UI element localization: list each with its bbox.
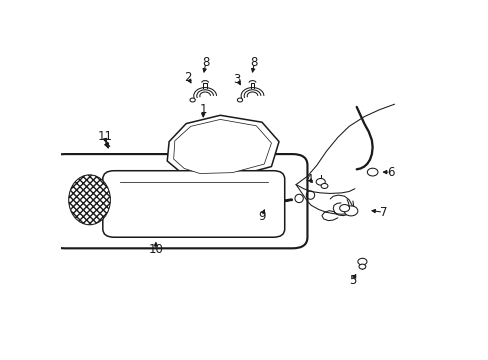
Ellipse shape xyxy=(68,175,110,225)
Text: 7: 7 xyxy=(379,206,386,219)
Text: 11: 11 xyxy=(97,130,112,143)
Text: 3: 3 xyxy=(233,73,241,86)
Text: 4: 4 xyxy=(305,172,312,185)
Circle shape xyxy=(316,179,325,185)
Text: 10: 10 xyxy=(148,243,163,256)
Polygon shape xyxy=(167,115,279,177)
Polygon shape xyxy=(173,120,271,174)
Text: 8: 8 xyxy=(250,56,258,69)
Circle shape xyxy=(321,184,327,188)
Text: 1: 1 xyxy=(199,103,206,116)
Text: 8: 8 xyxy=(202,56,209,69)
Text: 5: 5 xyxy=(348,274,356,287)
Circle shape xyxy=(237,98,242,102)
Circle shape xyxy=(366,168,377,176)
Circle shape xyxy=(357,258,366,265)
Circle shape xyxy=(344,206,357,216)
Text: 6: 6 xyxy=(386,166,394,179)
Circle shape xyxy=(339,204,349,212)
Text: 9: 9 xyxy=(258,210,265,223)
Circle shape xyxy=(358,264,365,269)
FancyBboxPatch shape xyxy=(50,154,307,248)
Text: 2: 2 xyxy=(184,71,191,84)
FancyBboxPatch shape xyxy=(102,171,284,237)
Circle shape xyxy=(189,98,195,102)
